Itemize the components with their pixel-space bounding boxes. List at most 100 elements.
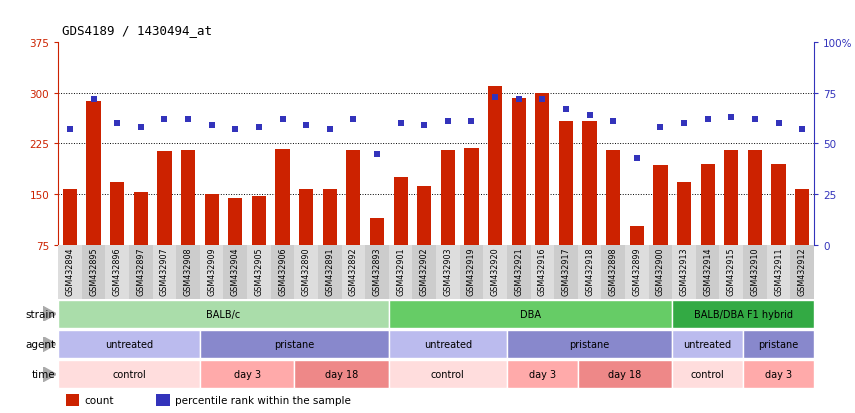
Bar [649, 245, 672, 299]
Bar [578, 245, 601, 299]
Bar [271, 245, 294, 299]
Text: GSM432893: GSM432893 [373, 247, 381, 295]
Text: untreated: untreated [105, 339, 153, 349]
Text: control: control [431, 369, 465, 380]
Text: GSM432899: GSM432899 [633, 247, 641, 295]
Text: DBA: DBA [520, 309, 541, 319]
Bar [554, 245, 578, 299]
Point [157, 116, 171, 123]
Point [370, 151, 384, 157]
Text: GSM432904: GSM432904 [231, 247, 239, 295]
Text: control: control [112, 369, 146, 380]
Text: GSM432895: GSM432895 [89, 247, 98, 295]
Bar [700, 164, 715, 245]
Bar [223, 245, 247, 299]
Text: pristane: pristane [758, 339, 799, 349]
Bar [630, 226, 644, 245]
Bar [578, 361, 672, 388]
Bar [181, 150, 195, 245]
Bar [743, 330, 814, 358]
Bar [58, 245, 82, 299]
Point [323, 127, 337, 133]
Bar [86, 102, 101, 245]
Text: GSM432897: GSM432897 [136, 247, 145, 295]
Bar [441, 151, 455, 245]
Bar [559, 122, 573, 245]
Text: untreated: untreated [684, 339, 732, 349]
Text: GSM432912: GSM432912 [798, 247, 806, 295]
Text: GSM432896: GSM432896 [113, 247, 121, 295]
Bar [294, 245, 318, 299]
Text: BALB/c: BALB/c [206, 309, 240, 319]
Bar [625, 245, 649, 299]
Bar [436, 245, 460, 299]
Text: pristane: pristane [569, 339, 610, 349]
Text: GSM432913: GSM432913 [680, 247, 688, 295]
Bar [488, 87, 502, 245]
Text: GSM432919: GSM432919 [467, 247, 476, 295]
Text: GSM432902: GSM432902 [420, 247, 428, 295]
Bar [724, 151, 739, 245]
Bar [200, 245, 223, 299]
Bar [507, 330, 672, 358]
Bar [133, 193, 148, 245]
Text: pristane: pristane [274, 339, 315, 349]
Point [394, 121, 408, 127]
Bar [748, 151, 762, 245]
Bar [672, 300, 814, 328]
Text: GSM432915: GSM432915 [727, 247, 736, 295]
Bar [105, 245, 129, 299]
Point [464, 119, 478, 125]
Bar [606, 151, 620, 245]
Text: GSM432894: GSM432894 [66, 247, 74, 295]
Bar [66, 394, 80, 406]
Bar [58, 361, 200, 388]
Point [748, 116, 762, 123]
Bar [389, 300, 672, 328]
Bar [110, 183, 124, 245]
Text: GSM432891: GSM432891 [325, 247, 334, 295]
Point [512, 96, 526, 103]
Text: GSM432908: GSM432908 [184, 247, 192, 295]
Bar [511, 98, 526, 245]
Bar [341, 245, 365, 299]
Bar [370, 218, 384, 245]
Bar [204, 195, 219, 245]
Polygon shape [43, 306, 56, 322]
Bar [318, 245, 341, 299]
Bar [743, 361, 814, 388]
Text: GSM432909: GSM432909 [207, 247, 216, 295]
Bar [743, 245, 767, 299]
Bar [393, 178, 408, 245]
Point [205, 123, 219, 129]
Text: day 18: day 18 [325, 369, 358, 380]
Bar [322, 190, 337, 245]
Bar [389, 330, 507, 358]
Bar [771, 164, 786, 245]
Text: time: time [32, 369, 56, 380]
Text: GSM432920: GSM432920 [491, 247, 499, 295]
Text: GSM432917: GSM432917 [562, 247, 570, 295]
Text: day 3: day 3 [528, 369, 556, 380]
Text: GSM432906: GSM432906 [278, 247, 287, 295]
Text: GSM432907: GSM432907 [160, 247, 169, 295]
Text: GSM432900: GSM432900 [656, 247, 665, 295]
Bar [767, 245, 790, 299]
Bar [152, 245, 176, 299]
Point [299, 123, 313, 129]
Point [441, 119, 455, 125]
Text: GSM432903: GSM432903 [444, 247, 452, 295]
Bar [294, 361, 389, 388]
Bar [365, 245, 389, 299]
Bar [58, 300, 389, 328]
Bar [790, 245, 814, 299]
Text: GSM432911: GSM432911 [774, 247, 783, 295]
Bar [672, 245, 696, 299]
Bar [483, 245, 507, 299]
Text: BALB/DBA F1 hybrid: BALB/DBA F1 hybrid [693, 309, 793, 319]
Point [63, 127, 77, 133]
Text: GSM432905: GSM432905 [255, 247, 263, 295]
Bar [299, 190, 313, 245]
Bar [672, 330, 743, 358]
Point [559, 107, 573, 113]
